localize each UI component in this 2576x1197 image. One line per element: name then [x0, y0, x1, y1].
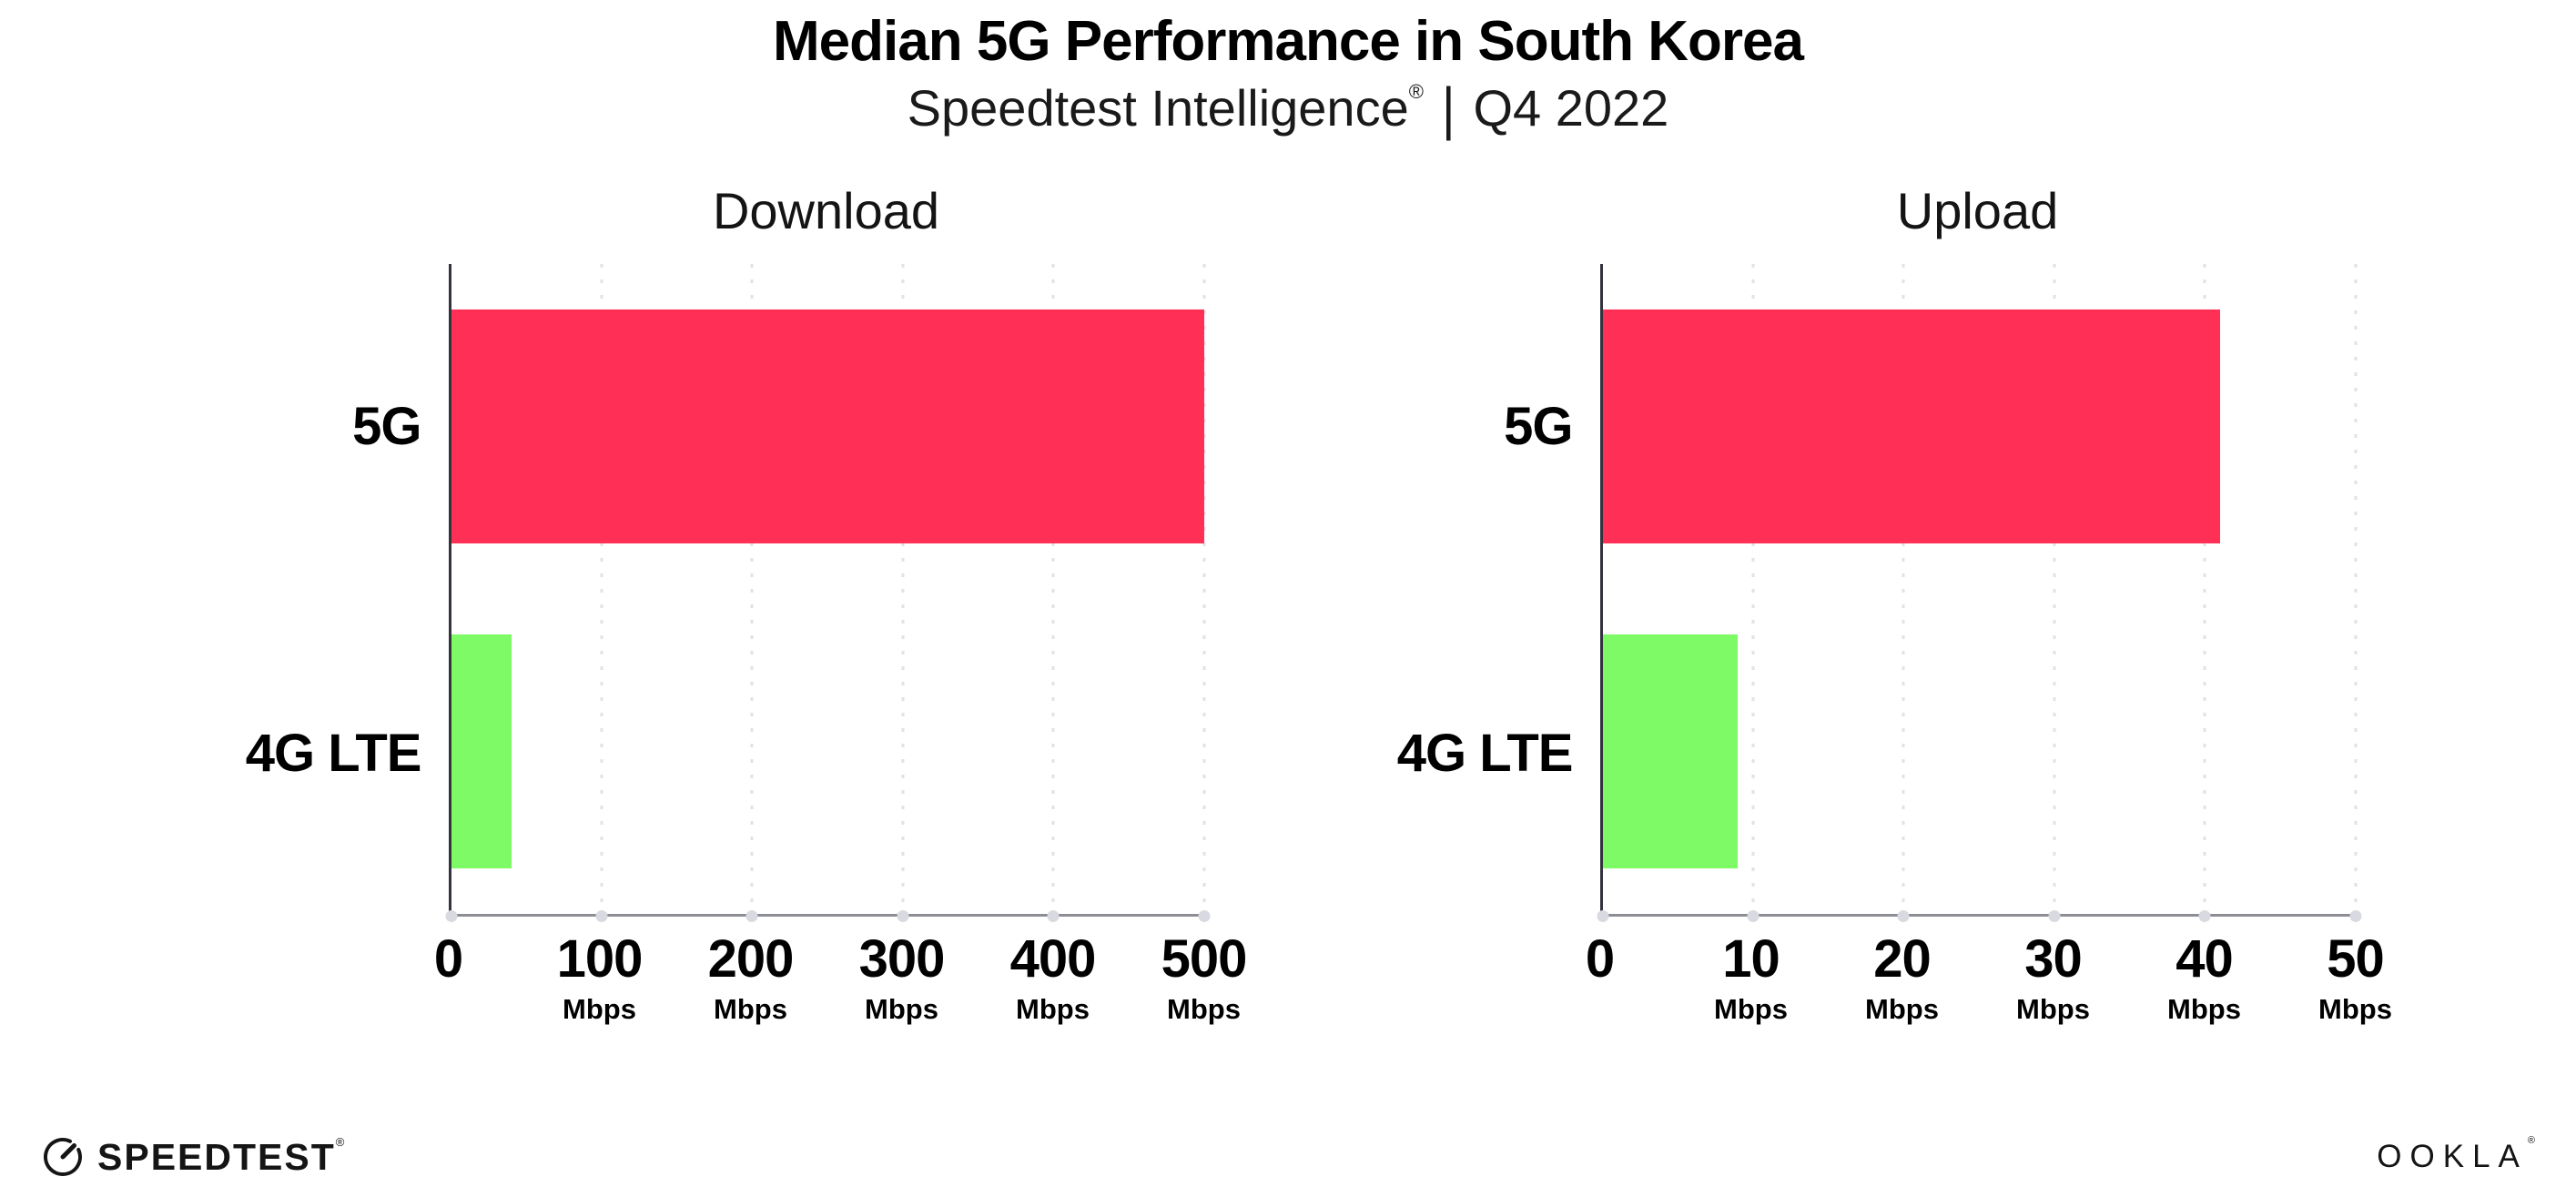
x-tick-unit: Mbps: [2016, 992, 2090, 1025]
x-tick-label: 20 Mbps: [1865, 928, 1939, 1026]
x-tick-value: 500: [1161, 928, 1248, 989]
page-title: Median 5G Performance in South Korea: [773, 10, 1804, 73]
upload-chart: Upload 5G 4G LTE 0 10 Mbps 20 Mbps 30 Mbps 40 Mbp…: [1373, 181, 2392, 1076]
subtitle-separator: |: [1441, 75, 1455, 141]
page-subtitle: Speedtest Intelligence® | Q4 2022: [0, 75, 2576, 140]
upload-chart-title: Upload: [1896, 181, 2059, 239]
upload-x-axis-labels: 0 10 Mbps 20 Mbps 30 Mbps 40 Mbps 50 Mbps: [1586, 917, 2392, 1076]
upload-plot-row: 5G 4G LTE: [1373, 263, 2361, 922]
download-x-axis-labels: 0 100 Mbps 200 Mbps 300 Mbps 400 Mbps 500 Mbps: [434, 917, 1248, 1076]
category-label-4g-lte: 4G LTE: [245, 723, 422, 783]
x-tick-value: 50: [2327, 928, 2385, 989]
speedtest-gauge-icon: [43, 1138, 82, 1177]
x-tick-label: 300 Mbps: [858, 928, 946, 1026]
axis-tick-dot: [1597, 909, 1608, 922]
x-tick-value: 300: [858, 928, 946, 989]
gridline: [2354, 263, 2357, 914]
axis-tick-dot: [2048, 909, 2061, 922]
category-label-4g-lte: 4G LTE: [1396, 723, 1574, 783]
x-tick-value: 0: [1585, 928, 1615, 989]
x-tick-label: 0: [433, 928, 463, 989]
axis-tick-dot: [897, 909, 909, 922]
charts-row: Download 5G 4G LTE 0 100 Mbps 200 Mbps 300 Mbps…: [0, 181, 2576, 1076]
axis-tick-dot: [1047, 909, 1060, 922]
download-chart: Download 5G 4G LTE 0 100 Mbps 200 Mbps 300 Mbps…: [221, 181, 1248, 1076]
x-tick-value: 0: [433, 928, 463, 989]
category-label-5g: 5G: [1504, 397, 1573, 457]
x-tick-unit: Mbps: [1865, 992, 1939, 1025]
x-tick-value: 20: [1873, 928, 1932, 989]
ookla-logo: OOKLA ®: [2377, 1135, 2535, 1179]
x-tick-label: 0: [1585, 928, 1615, 989]
speedtest-logo: SPEEDTEST ®: [41, 1135, 344, 1179]
x-tick-unit: Mbps: [1167, 992, 1241, 1025]
bar-5g: [451, 309, 1204, 543]
speedtest-registered-mark: ®: [335, 1135, 345, 1149]
x-tick-value: 400: [1009, 928, 1097, 989]
x-tick-label: 50 Mbps: [2318, 928, 2392, 1026]
x-tick-label: 500 Mbps: [1161, 928, 1248, 1026]
x-tick-label: 30 Mbps: [2016, 928, 2090, 1026]
download-plot-area: [445, 263, 1210, 922]
x-tick-label: 200 Mbps: [707, 928, 795, 1026]
x-tick-label: 100 Mbps: [556, 928, 644, 1026]
registered-mark: ®: [1408, 80, 1424, 104]
upload-y-axis-labels: 5G 4G LTE: [1373, 264, 1600, 917]
x-tick-unit: Mbps: [563, 992, 636, 1025]
x-tick-unit: Mbps: [865, 992, 938, 1025]
x-tick-label: 40 Mbps: [2167, 928, 2241, 1026]
x-tick-value: 40: [2175, 928, 2234, 989]
download-plot-row: 5G 4G LTE: [221, 263, 1210, 922]
bar-4g-lte: [451, 634, 512, 868]
x-tick-unit: Mbps: [2318, 992, 2392, 1025]
x-tick-unit: Mbps: [2167, 992, 2241, 1025]
footer: SPEEDTEST ® OOKLA ®: [41, 1135, 2535, 1179]
ookla-registered-mark: ®: [2527, 1135, 2535, 1146]
ookla-wordmark: OOKLA: [2377, 1139, 2528, 1174]
x-tick-value: 10: [1722, 928, 1780, 989]
x-tick-unit: Mbps: [1714, 992, 1788, 1025]
bar-5g: [1602, 309, 2220, 543]
axis-tick-dot: [1897, 909, 1910, 922]
download-y-axis-labels: 5G 4G LTE: [221, 264, 449, 917]
x-tick-value: 200: [707, 928, 795, 989]
x-tick-label: 10 Mbps: [1714, 928, 1788, 1026]
axis-tick-dot: [2198, 909, 2211, 922]
axis-tick-dot: [595, 909, 608, 922]
header: Median 5G Performance in South Korea Spe…: [0, 0, 2576, 141]
subtitle-brand: Speedtest Intelligence: [907, 79, 1409, 137]
axis-tick-dot: [445, 909, 457, 922]
axis-tick-dot: [1198, 909, 1210, 922]
bar-4g-lte: [1602, 634, 1739, 868]
x-tick-unit: Mbps: [1016, 992, 1090, 1025]
category-label-5g: 5G: [352, 397, 421, 457]
speedtest-wordmark: SPEEDTEST: [97, 1136, 336, 1178]
axis-tick-dot: [1747, 909, 1760, 922]
x-tick-label: 400 Mbps: [1009, 928, 1097, 1026]
x-tick-value: 100: [556, 928, 644, 989]
upload-plot-area: [1597, 263, 2361, 922]
x-tick-unit: Mbps: [714, 992, 787, 1025]
axis-tick-dot: [2349, 909, 2361, 922]
axis-tick-dot: [745, 909, 758, 922]
subtitle-period: Q4 2022: [1473, 79, 1669, 137]
download-chart-title: Download: [712, 181, 940, 239]
x-tick-value: 30: [2024, 928, 2083, 989]
